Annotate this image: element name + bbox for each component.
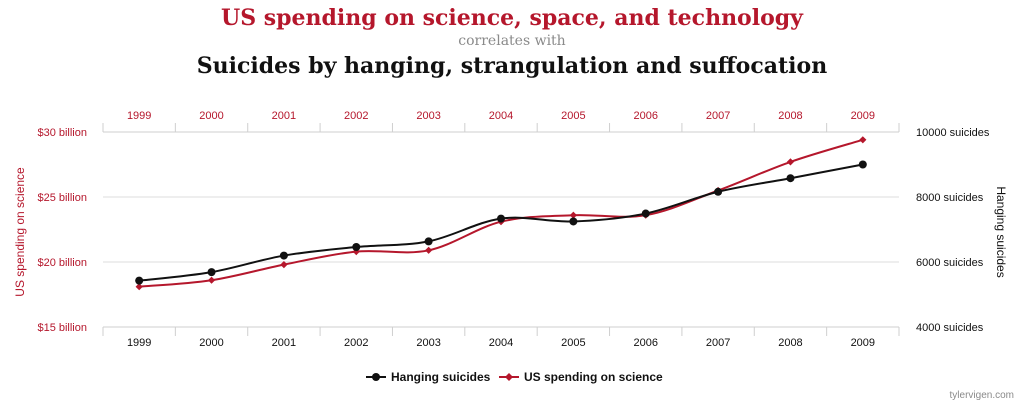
x-bottom-tick-label: 2001 — [272, 337, 296, 349]
data-point-hanging — [497, 214, 505, 223]
data-point-science — [425, 246, 433, 254]
data-point-science — [280, 261, 288, 269]
data-point-science — [207, 276, 216, 284]
y-left-tick-label: $25 billion — [37, 192, 87, 204]
y-right-tick-label: 6000 suicides — [916, 257, 984, 269]
x-bottom-tick-label: 1999 — [127, 337, 151, 349]
x-top-tick-label: 2006 — [633, 110, 657, 122]
x-top-tick-label: 2008 — [778, 110, 802, 122]
data-point-science — [859, 136, 867, 144]
data-point-hanging — [279, 251, 288, 260]
legend-hanging-label: Hanging suicides — [391, 370, 491, 384]
y-left-tick-label: $30 billion — [37, 127, 87, 139]
x-bottom-tick-label: 2004 — [489, 337, 513, 349]
chart-title-line1: US spending on science, space, and techn… — [221, 5, 804, 31]
chart-title-line2: correlates with — [458, 33, 565, 49]
data-point-hanging — [858, 160, 867, 169]
series-layer — [135, 136, 867, 291]
data-point-hanging — [424, 237, 433, 246]
x-bottom-tick-label: 2008 — [778, 337, 802, 349]
data-point-science — [352, 248, 360, 256]
x-top-tick-label: 2001 — [272, 110, 296, 122]
watermark: tylervigen.com — [950, 390, 1014, 401]
x-bottom-tick-label: 2003 — [416, 337, 440, 349]
x-bottom-tick-label: 2006 — [633, 337, 657, 349]
y-left-axis-title: US spending on science — [13, 167, 27, 297]
x-bottom-tick-label: 2002 — [344, 337, 368, 349]
data-point-science — [569, 211, 577, 219]
y-right-tick-label: 10000 suicides — [916, 127, 990, 139]
x-top-tick-label: 2000 — [199, 110, 223, 122]
gridlines — [103, 131, 899, 328]
data-point-hanging — [641, 209, 650, 218]
data-point-hanging — [786, 174, 795, 183]
x-bottom-tick-label: 2009 — [851, 337, 875, 349]
data-point-science — [786, 158, 795, 166]
x-bottom-tick-label: 2005 — [561, 337, 585, 349]
legend: Hanging suicides US spending on science — [366, 370, 663, 384]
y-right-tick-label: 8000 suicides — [916, 192, 984, 204]
y-left-tick-label: $15 billion — [37, 322, 87, 334]
x-top-tick-label: 2005 — [561, 110, 585, 122]
y-right-axis-title: Hanging suicides — [994, 186, 1008, 277]
x-top-tick-label: 2007 — [706, 110, 730, 122]
x-bottom-tick-label: 2007 — [706, 337, 730, 349]
chart-title-line3: Suicides by hanging, strangulation and s… — [197, 53, 827, 79]
legend-item-hanging[interactable]: Hanging suicides — [366, 370, 491, 384]
x-top-tick-label: 2003 — [416, 110, 440, 122]
data-point-hanging — [207, 268, 216, 277]
y-left-tick-label: $20 billion — [37, 257, 87, 269]
x-bottom-tick-label: 2000 — [199, 337, 223, 349]
y-right-tick-label: 4000 suicides — [916, 322, 984, 334]
data-point-hanging — [569, 217, 578, 226]
data-point-hanging — [352, 242, 361, 251]
x-top-tick-label: 1999 — [127, 110, 151, 122]
legend-science-marker — [505, 373, 513, 381]
data-point-hanging — [135, 276, 144, 285]
x-top-tick-label: 2002 — [344, 110, 368, 122]
data-point-hanging — [714, 187, 723, 196]
data-point-science — [135, 283, 143, 291]
axes: $30 billion $25 billion $20 billion $15 bil… — [37, 110, 989, 349]
legend-science-label: US spending on science — [524, 370, 663, 384]
x-top-tick-label: 2004 — [489, 110, 513, 122]
legend-hanging-marker — [372, 373, 380, 381]
legend-item-science[interactable]: US spending on science — [499, 370, 663, 384]
x-top-tick-label: 2009 — [851, 110, 875, 122]
